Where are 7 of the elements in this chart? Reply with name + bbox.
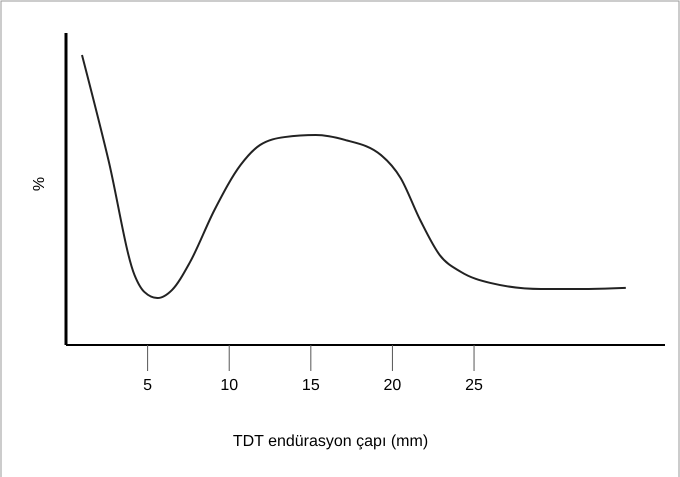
x-tick-label: 15 bbox=[302, 377, 320, 394]
y-axis-title: % bbox=[31, 176, 48, 192]
x-tick-label: 5 bbox=[143, 377, 152, 394]
x-tick-label: 25 bbox=[465, 377, 484, 394]
x-axis-title: TDT endürasyon çapı (mm) bbox=[232, 433, 428, 450]
x-tick-label: 10 bbox=[220, 377, 238, 394]
x-tick-label: 20 bbox=[384, 377, 402, 394]
